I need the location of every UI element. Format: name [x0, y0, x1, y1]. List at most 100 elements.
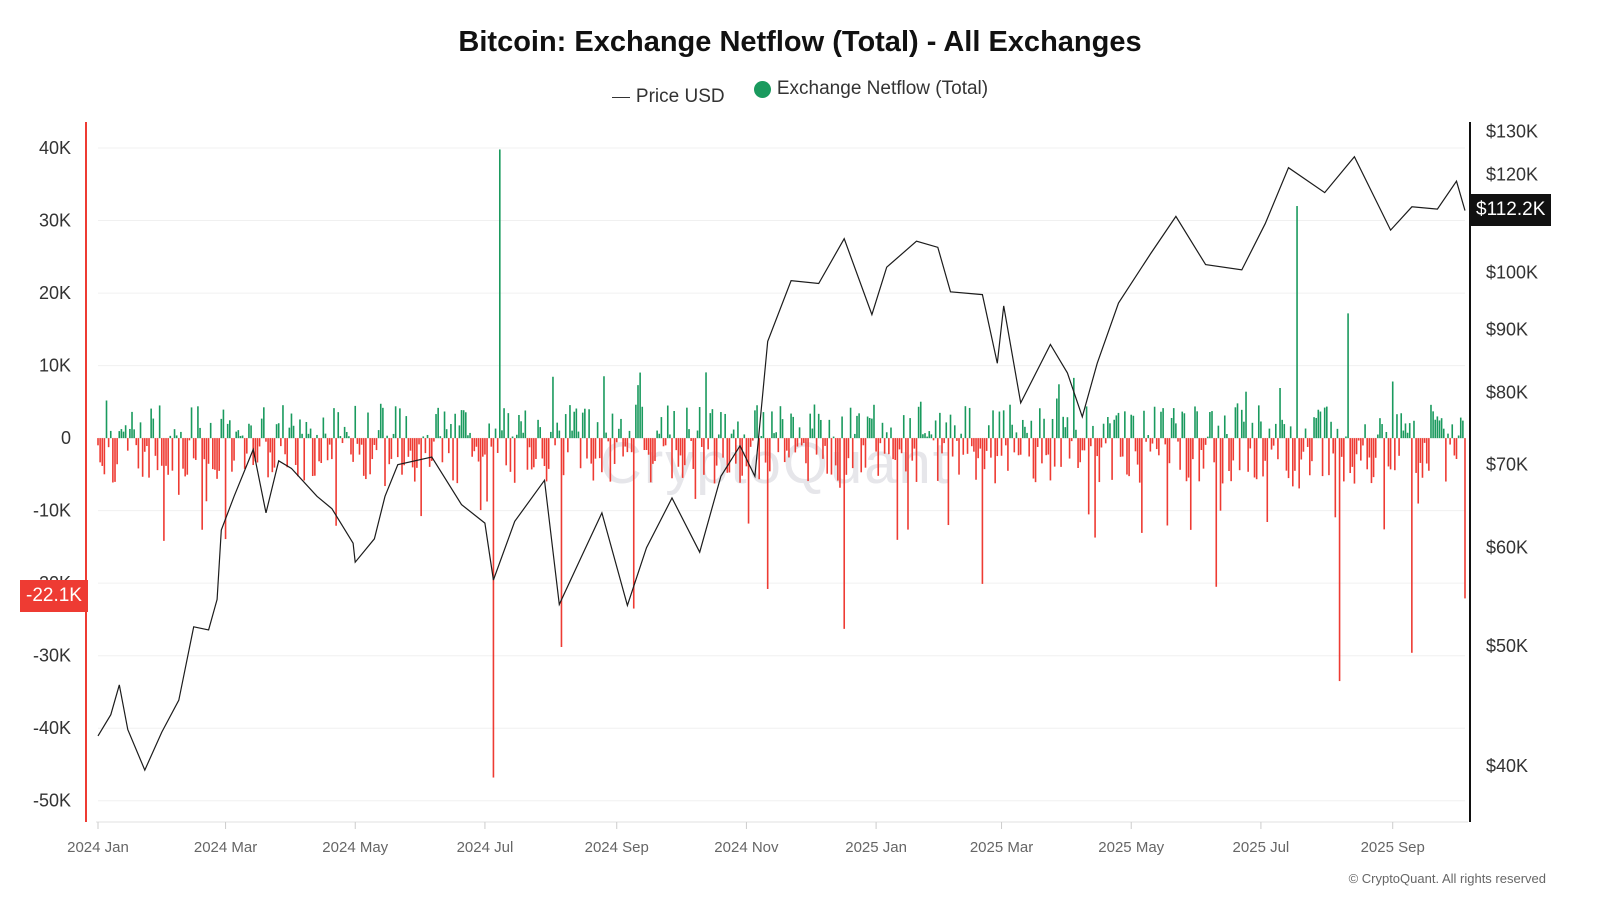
- right-tick-label: $90K: [1486, 319, 1528, 339]
- netflow-bar: [894, 438, 897, 460]
- netflow-bar: [246, 438, 248, 454]
- netflow-bar: [382, 407, 384, 439]
- netflow-bar: [150, 408, 152, 439]
- netflow-bar: [579, 438, 582, 469]
- netflow-bar: [1164, 438, 1167, 445]
- netflow-bar: [133, 429, 135, 439]
- netflow-bar: [700, 438, 703, 447]
- netflow-bar: [679, 438, 682, 456]
- netflow-bar: [518, 414, 520, 439]
- netflow-bar: [832, 436, 835, 439]
- netflow-bar: [571, 430, 573, 439]
- legend-label-price: Price USD: [635, 86, 725, 107]
- netflow-bar: [490, 438, 493, 447]
- netflow-bar: [1457, 435, 1460, 439]
- netflow-bar: [1304, 428, 1307, 439]
- netflow-bar: [354, 405, 357, 439]
- netflow-bar: [1243, 421, 1245, 439]
- netflow-bar: [229, 420, 231, 439]
- netflow-bar: [1255, 438, 1258, 480]
- netflow-bar: [1343, 438, 1345, 482]
- netflow-bar: [979, 438, 982, 449]
- netflow-bar: [856, 415, 858, 439]
- netflow-bar: [717, 434, 720, 439]
- netflow-bar: [1462, 420, 1464, 439]
- netflow-bar: [292, 425, 295, 439]
- netflow-bar: [652, 438, 654, 464]
- netflow-bar: [214, 438, 216, 470]
- netflow-bar: [847, 438, 850, 459]
- netflow-bar: [386, 435, 388, 439]
- netflow-bar: [813, 404, 816, 439]
- netflow-bar: [373, 438, 376, 445]
- netflow-bar: [771, 411, 773, 439]
- netflow-bar: [1413, 420, 1415, 439]
- netflow-bar: [456, 438, 459, 484]
- netflow-bar: [1374, 438, 1377, 458]
- netflow-bar: [1311, 438, 1313, 462]
- netflow-bar: [464, 412, 467, 439]
- netflow-bar: [1019, 438, 1022, 455]
- netflow-bar: [118, 431, 121, 439]
- netflow-bar: [919, 401, 922, 439]
- netflow-bar: [1353, 438, 1356, 484]
- netflow-bar: [1158, 438, 1160, 456]
- netflow-bar: [564, 414, 567, 439]
- netflow-bar: [458, 425, 461, 439]
- netflow-bar: [1200, 438, 1203, 451]
- netflow-bar: [1421, 438, 1424, 478]
- netflow-bar: [605, 432, 607, 439]
- netflow-bar: [1187, 438, 1190, 478]
- netflow-bar: [303, 438, 306, 481]
- netflow-bar: [1264, 438, 1266, 461]
- netflow-bar: [307, 433, 310, 439]
- netflow-bar: [1357, 438, 1360, 441]
- netflow-bar: [1449, 438, 1451, 445]
- netflow-bar: [941, 438, 943, 454]
- netflow-bar: [173, 429, 176, 439]
- netflow-bar: [603, 376, 605, 439]
- netflow-bar: [1166, 438, 1169, 526]
- netflow-bar: [1419, 438, 1422, 463]
- netflow-bar: [964, 406, 967, 439]
- netflow-bar: [756, 405, 758, 439]
- netflow-bar: [1145, 438, 1147, 442]
- netflow-bar: [433, 438, 435, 442]
- netflow-bar: [1030, 420, 1033, 439]
- netflow-bar: [205, 438, 208, 502]
- netflow-bar: [103, 438, 106, 475]
- netflow-bar: [977, 438, 979, 459]
- netflow-bar: [1245, 391, 1247, 439]
- netflow-bar: [390, 438, 393, 459]
- netflow-bar: [1268, 428, 1271, 439]
- legend-line-swatch-icon: [611, 96, 630, 98]
- legend-item-netflow[interactable]: Exchange Netflow (Total): [753, 78, 988, 100]
- netflow-bar: [260, 418, 263, 439]
- netflow-bar: [197, 406, 199, 439]
- netflow-bar: [290, 413, 293, 439]
- netflow-bar: [924, 433, 926, 439]
- netflow-bar: [686, 407, 688, 439]
- netflow-bar: [1277, 438, 1279, 460]
- netflow-bar: [907, 438, 909, 530]
- netflow-bar: [992, 410, 994, 439]
- netflow-bar: [660, 417, 663, 439]
- netflow-bar: [360, 438, 363, 445]
- netflow-bar: [732, 429, 735, 439]
- netflow-bar: [1060, 438, 1062, 467]
- netflow-bar: [1326, 406, 1328, 439]
- netflow-bar: [1300, 438, 1303, 460]
- netflow-bar: [620, 418, 622, 439]
- legend-item-price[interactable]: Price USD: [611, 86, 725, 108]
- netflow-bar: [1377, 434, 1379, 439]
- right-tick-label: $40K: [1486, 756, 1528, 776]
- netflow-bar: [322, 417, 325, 439]
- netflow-bar: [983, 438, 986, 470]
- netflow-bar: [1075, 429, 1077, 439]
- netflow-bar: [726, 438, 729, 473]
- netflow-bar: [1432, 411, 1434, 439]
- netflow-bar: [509, 438, 512, 472]
- netflow-bar: [707, 438, 709, 450]
- netflow-bar: [280, 438, 282, 447]
- netflow-bar: [1021, 419, 1024, 439]
